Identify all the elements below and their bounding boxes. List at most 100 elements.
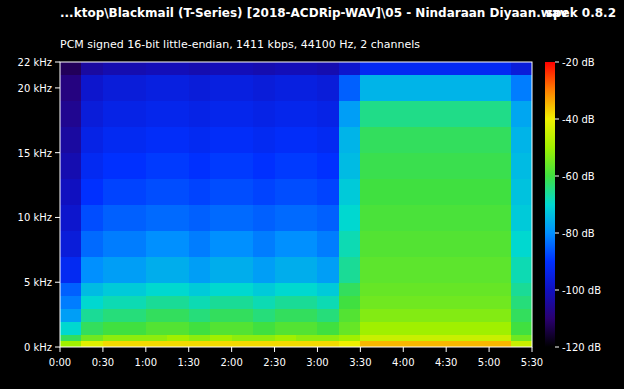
cell xyxy=(339,153,361,179)
cell xyxy=(167,282,189,295)
plot-frame xyxy=(60,62,532,347)
x-tick-label: 4:00 xyxy=(392,357,414,368)
cell xyxy=(489,153,511,179)
cell xyxy=(468,62,490,75)
cell xyxy=(446,101,468,127)
cell xyxy=(489,179,511,205)
cell xyxy=(253,75,275,101)
cell xyxy=(382,308,404,321)
y-tick xyxy=(55,282,60,283)
cell xyxy=(468,127,490,153)
cell xyxy=(446,75,468,101)
cell xyxy=(167,341,189,347)
cell xyxy=(425,75,447,101)
cell xyxy=(360,282,382,295)
cell xyxy=(253,334,275,341)
cell xyxy=(511,334,532,341)
colorbar-tick xyxy=(555,176,559,177)
cell xyxy=(210,334,232,341)
cell xyxy=(511,127,532,153)
cell xyxy=(103,256,125,282)
cell xyxy=(103,334,125,341)
cell xyxy=(253,101,275,127)
cell xyxy=(446,205,468,231)
cell xyxy=(124,321,146,334)
cell xyxy=(511,101,532,127)
cell xyxy=(124,153,146,179)
cell xyxy=(296,321,318,334)
cell xyxy=(167,295,189,308)
cell xyxy=(403,282,425,295)
cell xyxy=(81,205,103,231)
cell xyxy=(275,295,297,308)
cell xyxy=(189,62,211,75)
cell xyxy=(81,295,103,308)
colorbar-tick xyxy=(555,119,559,120)
cell xyxy=(232,334,254,341)
cell xyxy=(210,282,232,295)
cell xyxy=(425,256,447,282)
cell xyxy=(189,101,211,127)
cell xyxy=(232,341,254,347)
cell xyxy=(210,321,232,334)
cell xyxy=(210,62,232,75)
cell xyxy=(275,153,297,179)
cell xyxy=(382,256,404,282)
cell xyxy=(253,230,275,256)
cell xyxy=(360,153,382,179)
cell xyxy=(425,179,447,205)
cell xyxy=(489,256,511,282)
cell xyxy=(81,282,103,295)
cell xyxy=(81,256,103,282)
cell xyxy=(511,205,532,231)
cell xyxy=(81,179,103,205)
cell xyxy=(232,101,254,127)
cell xyxy=(468,341,490,347)
cell xyxy=(468,230,490,256)
cell xyxy=(296,179,318,205)
cell xyxy=(275,334,297,341)
y-tick xyxy=(55,347,60,348)
cell xyxy=(360,321,382,334)
cell xyxy=(511,179,532,205)
cell xyxy=(146,321,168,334)
cell xyxy=(167,62,189,75)
x-tick-label: 0:00 xyxy=(49,357,71,368)
cell xyxy=(446,341,468,347)
cell xyxy=(511,295,532,308)
cell xyxy=(124,75,146,101)
x-tick xyxy=(403,347,404,352)
x-tick xyxy=(60,347,61,352)
cell xyxy=(425,321,447,334)
cell xyxy=(60,101,82,127)
cell xyxy=(339,230,361,256)
cell xyxy=(103,230,125,256)
cell xyxy=(81,62,103,75)
cell xyxy=(468,295,490,308)
cell xyxy=(275,205,297,231)
cell xyxy=(146,75,168,101)
cell xyxy=(339,256,361,282)
cell xyxy=(403,295,425,308)
cell xyxy=(317,308,339,321)
cell xyxy=(210,153,232,179)
x-tick-label: 1:00 xyxy=(135,357,157,368)
cell xyxy=(403,127,425,153)
cell xyxy=(124,62,146,75)
cell xyxy=(210,341,232,347)
cell xyxy=(146,334,168,341)
cell xyxy=(60,127,82,153)
cell xyxy=(296,153,318,179)
cell xyxy=(124,230,146,256)
cell xyxy=(468,334,490,341)
cell xyxy=(489,334,511,341)
cell xyxy=(425,153,447,179)
cell xyxy=(167,334,189,341)
cell xyxy=(275,282,297,295)
cell xyxy=(425,341,447,347)
cell xyxy=(446,308,468,321)
cell xyxy=(103,308,125,321)
x-tick-label: 0:30 xyxy=(92,357,114,368)
cell xyxy=(382,153,404,179)
x-tick xyxy=(532,347,533,352)
